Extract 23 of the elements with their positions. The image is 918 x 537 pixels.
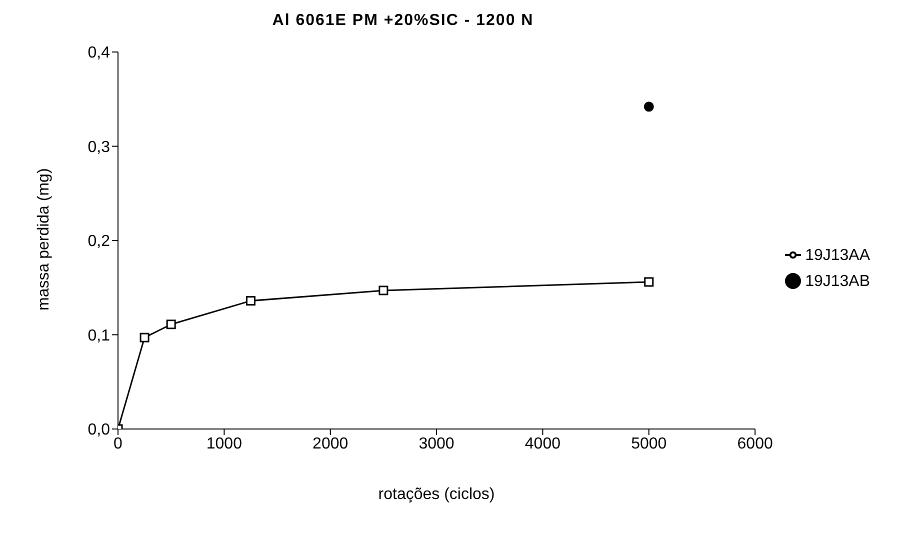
y-tick-label: 0,3 <box>88 138 110 156</box>
point <box>378 286 388 296</box>
x-tick-label: 0 <box>114 435 123 452</box>
chart-title: Al 6061E PM +20%SIC - 1200 N <box>271 12 535 30</box>
point <box>166 320 176 330</box>
point <box>140 332 150 342</box>
x-tick-label: 4000 <box>524 435 561 452</box>
y-tick-label: 0,0 <box>88 422 110 439</box>
x-tick-label: 1000 <box>206 435 242 452</box>
x-tick-label: 3000 <box>418 435 454 452</box>
point <box>644 102 654 112</box>
y-tick-label: 0,2 <box>88 233 110 250</box>
legend-label: 19J13AB <box>805 272 870 290</box>
x-tick-label: 5000 <box>631 435 667 452</box>
y-tick-label: 0,1 <box>88 327 110 344</box>
point <box>246 296 256 306</box>
x-tick-label: 2000 <box>312 435 348 452</box>
y-tick-label: 0,4 <box>88 44 110 62</box>
legend-label: 19J13AA <box>805 246 870 264</box>
x-tick-label: 6000 <box>737 435 773 452</box>
point <box>644 277 654 287</box>
x-axis-title: rotações (ciclos) <box>378 486 495 503</box>
y-axis-title: massa perdida (mg) <box>36 168 53 310</box>
